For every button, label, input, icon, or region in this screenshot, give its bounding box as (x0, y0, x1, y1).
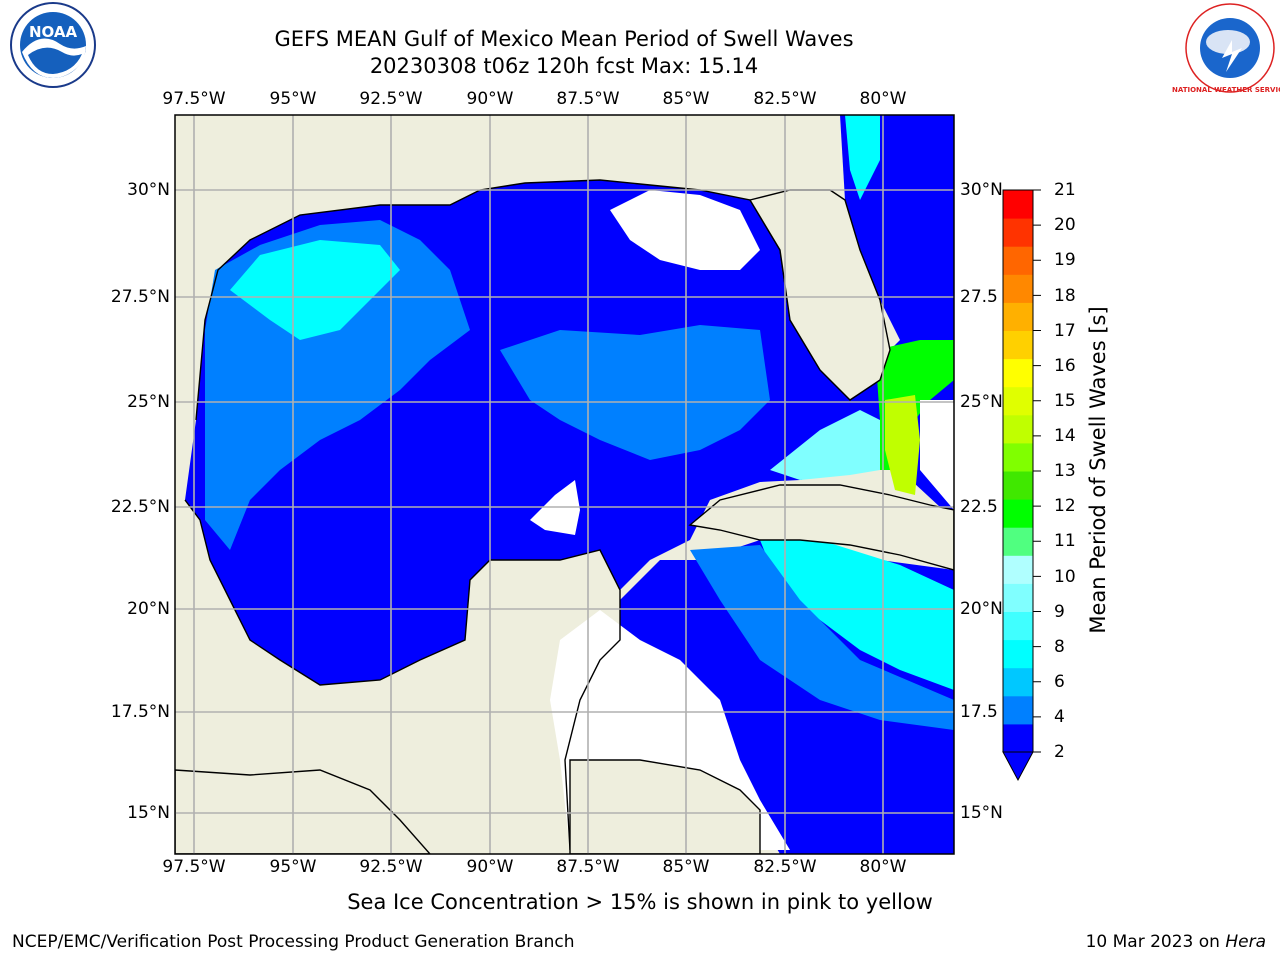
machine-name: Hera (1225, 932, 1266, 952)
coastline-mexico (184, 499, 621, 851)
date-line: 10 Mar 2023 on Hera (1086, 932, 1266, 952)
credit-line: NCEP/EMC/Verification Post Processing Pr… (12, 932, 575, 952)
lat-label-left: 30°N (127, 180, 170, 200)
swell-cyan-atlantic (845, 115, 880, 200)
colorbar-segment (1003, 190, 1033, 219)
colorbar-extend-arrow (1002, 751, 1034, 782)
colorbar-tick-label: 21 (1054, 180, 1076, 200)
no-data-ne-gulf (610, 190, 760, 270)
map-subtitle: 20230308 t06z 120h fcst Max: 15.14 (369, 54, 759, 78)
swell-cyan-nw (230, 240, 400, 340)
lon-label-top: 95°W (269, 89, 317, 109)
lon-label-bottom: 92.5°W (359, 857, 423, 877)
noaa-logo: NOAA (10, 2, 96, 88)
colorbar-segment (1003, 246, 1033, 275)
date-text: 10 Mar 2023 on (1085, 932, 1220, 952)
nws-logo-text: NATIONAL WEATHER SERVICE (1172, 86, 1280, 94)
colorbar-tick-label: 14 (1054, 426, 1076, 446)
colorbar-segment (1003, 330, 1033, 360)
colorbar-segment (1003, 471, 1033, 500)
lat-label-right: 15°N (960, 803, 1003, 823)
lat-label-left: 27.5°N (110, 287, 170, 307)
colorbar-segment (1003, 583, 1033, 612)
colorbar-segment (1003, 555, 1033, 584)
colorbar-segment (1003, 527, 1033, 556)
swell-cyan-straits (770, 410, 880, 480)
colorbar-tick-label: 13 (1054, 461, 1076, 481)
colorbar-tick-label: 17 (1054, 321, 1076, 341)
lon-label-bottom: 80°W (859, 857, 907, 877)
lat-label-right: 30°N (960, 180, 1003, 200)
colorbar-tick-label: 9 (1054, 602, 1065, 622)
lon-label-top: 90°W (466, 89, 514, 109)
lon-label-top: 97.5°W (162, 89, 226, 109)
lon-label-top: 80°W (859, 89, 907, 109)
map-frame (174, 114, 955, 855)
lon-label-top: 92.5°W (359, 89, 423, 109)
colorbar-tick-label: 19 (1054, 250, 1076, 270)
colorbar-tick-label: 10 (1054, 567, 1076, 587)
colorbar-segment (1003, 386, 1033, 416)
noaa-logo-text: NOAA (29, 23, 78, 41)
colorbar-segment (1003, 274, 1033, 303)
colorbar-segment (1003, 723, 1033, 753)
lat-label-left: 17.5°N (110, 702, 170, 722)
lon-label-bottom: 97.5°W (162, 857, 226, 877)
lat-label-right: 27.5 (960, 287, 998, 307)
lat-label-right: 22.5 (960, 497, 998, 517)
map-area (175, 115, 954, 854)
colorbar-tick-label: 4 (1054, 707, 1065, 727)
swell-cyan-caribbean (760, 540, 954, 690)
colorbar-segment (1003, 218, 1033, 247)
colorbar-tick-label: 2 (1054, 742, 1065, 762)
swell-yellow-bahamas (885, 395, 920, 495)
sea-ice-note: Sea Ice Concentration > 15% is shown in … (347, 890, 933, 914)
graticule (175, 115, 954, 854)
colorbar-segment (1003, 611, 1033, 641)
lon-label-top: 82.5°W (753, 89, 817, 109)
lon-label-bottom: 95°W (269, 857, 317, 877)
lon-label-bottom: 90°W (466, 857, 514, 877)
no-data-east-bahamas (920, 400, 954, 510)
swell-mid-caribbean (690, 545, 954, 730)
colorbar-tick-label: 6 (1054, 672, 1065, 692)
coastline-central-america (175, 769, 431, 854)
coastline-honduras (569, 759, 761, 854)
lat-label-left: 25°N (127, 392, 170, 412)
colorbar-tick-label: 16 (1054, 356, 1076, 376)
colorbar-tick-label: 11 (1054, 531, 1076, 551)
colorbar-segment (1003, 358, 1033, 388)
colorbar-segment (1003, 667, 1033, 697)
swell-mid-central (500, 325, 770, 460)
colorbar (1002, 189, 1041, 753)
lat-label-right: 20°N (960, 599, 1003, 619)
colorbar-title: Mean Period of Swell Waves [s] (1086, 306, 1110, 634)
colorbar-tick-label: 12 (1054, 496, 1076, 516)
lat-label-right: 25°N (960, 392, 1003, 412)
lon-label-bottom: 82.5°W (753, 857, 817, 877)
lon-label-bottom: 85°W (662, 857, 710, 877)
lat-label-left: 15°N (127, 803, 170, 823)
colorbar-segment (1003, 442, 1033, 472)
colorbar-segment (1003, 302, 1033, 331)
lon-label-top: 85°W (662, 89, 710, 109)
lat-label-right: 17.5 (960, 702, 998, 722)
colorbar-tick-label: 15 (1054, 391, 1076, 411)
lon-label-bottom: 87.5°W (556, 857, 620, 877)
lon-label-top: 87.5°W (556, 89, 620, 109)
colorbar-tick-label: 20 (1054, 215, 1076, 235)
nws-logo: NATIONAL WEATHER SERVICE (1172, 0, 1280, 96)
colorbar-tick-label: 8 (1054, 637, 1065, 657)
colorbar-segment (1003, 499, 1033, 528)
colorbar-segment (1003, 639, 1033, 669)
colorbar-segment (1003, 414, 1033, 444)
lat-label-left: 22.5°N (110, 497, 170, 517)
lat-label-left: 20°N (127, 599, 170, 619)
colorbar-segment (1003, 695, 1033, 725)
colorbar-tick-label: 18 (1054, 286, 1076, 306)
map-title: GEFS MEAN Gulf of Mexico Mean Period of … (274, 27, 854, 51)
